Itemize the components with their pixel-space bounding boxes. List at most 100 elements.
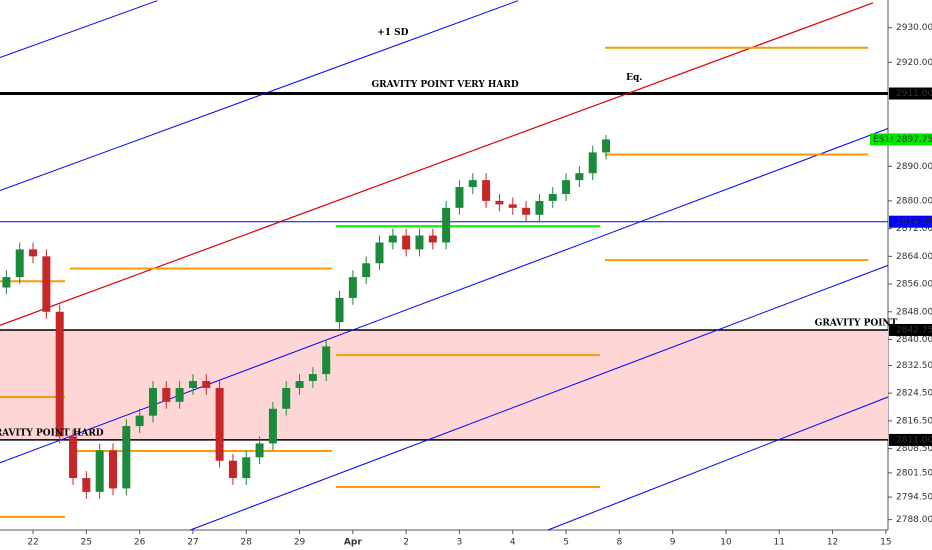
price-badge-label: 2897.75	[896, 135, 932, 145]
y-tick-label: 2824.50	[896, 389, 932, 399]
candle-body	[508, 204, 517, 208]
candle-body	[95, 450, 104, 492]
candle	[562, 173, 571, 201]
price-badge	[870, 133, 932, 146]
candle-body	[148, 387, 157, 416]
candle-body	[242, 457, 251, 479]
candle	[202, 374, 211, 395]
price-badge-tag: ES1!	[873, 135, 894, 145]
candle	[535, 193, 544, 222]
candle-body	[442, 207, 451, 243]
candle	[575, 166, 584, 188]
y-tick-label: 2832.50	[896, 361, 932, 371]
candle	[548, 187, 557, 208]
candle-body	[335, 297, 344, 323]
candle-body	[29, 249, 38, 257]
candle	[255, 436, 264, 465]
candle-body	[482, 180, 491, 201]
y-tick-label: 2890.00	[896, 162, 932, 172]
x-tick-label: 22	[27, 538, 38, 548]
drawn-line	[0, 0, 158, 58]
candle	[468, 173, 477, 194]
drawn-line	[0, 0, 519, 191]
annotation: GRAVITY POINT VERY HARD	[371, 80, 518, 90]
candle	[308, 367, 317, 388]
candle	[162, 381, 171, 409]
candle	[188, 374, 197, 395]
x-tick-label: 11	[774, 538, 785, 548]
candle-body	[468, 180, 477, 188]
y-tick-label: 2808.50	[896, 444, 932, 454]
candle-body	[202, 381, 211, 388]
drawn-line	[190, 264, 889, 531]
drawn-line	[0, 2, 874, 326]
candle	[82, 471, 91, 499]
candle-body	[162, 387, 171, 402]
candle-body	[108, 450, 117, 489]
x-tick-label: Apr	[344, 538, 362, 548]
price-badge-label: 2874.00	[896, 217, 932, 227]
candle-body	[495, 200, 504, 205]
candle-body	[15, 249, 24, 278]
candle	[508, 197, 517, 215]
candle-body	[322, 346, 331, 375]
candle-body	[215, 387, 224, 461]
x-tick-label: 27	[187, 538, 198, 548]
candle	[455, 180, 464, 215]
candle	[588, 145, 597, 181]
x-tick-label: 25	[81, 538, 92, 548]
x-tick-label: 28	[241, 538, 253, 548]
candle-body	[402, 235, 411, 250]
candle-body	[2, 277, 11, 288]
candle-body	[522, 207, 531, 215]
candle	[268, 401, 277, 451]
price-badge	[889, 215, 932, 228]
candle	[215, 381, 224, 468]
candle-body	[175, 387, 184, 402]
y-tick-label: 2840.00	[896, 335, 932, 345]
price-badge-label: 2811.00	[896, 435, 932, 445]
candle	[322, 339, 331, 382]
x-tick-label: 2	[403, 538, 409, 548]
x-tick-label: 5	[563, 538, 569, 548]
candle	[602, 135, 611, 160]
x-tick-label: 3	[457, 538, 463, 548]
candle	[495, 193, 504, 212]
x-tick-label: 15	[880, 538, 891, 548]
candle-body	[122, 426, 131, 489]
candle	[69, 429, 78, 485]
candle	[428, 228, 437, 250]
candle	[362, 256, 371, 285]
x-tick-label: 12	[827, 538, 838, 548]
x-tick-label: 29	[294, 538, 306, 548]
candle-body	[588, 152, 597, 174]
x-tick-label: 4	[510, 538, 516, 548]
candle-body	[602, 139, 611, 153]
y-tick-label: 2848.00	[896, 307, 932, 317]
y-tick-label: 2930.00	[896, 23, 932, 33]
price-badge-label: 2911.00	[896, 89, 932, 99]
annotation: Eq.	[626, 73, 642, 83]
candle-body	[388, 235, 397, 243]
zone	[0, 329, 888, 440]
candle-body	[42, 256, 51, 312]
candle	[228, 453, 237, 485]
candle	[348, 270, 357, 305]
candle	[15, 242, 24, 285]
candle	[282, 381, 291, 416]
candle	[295, 374, 304, 395]
candle	[415, 228, 424, 257]
candle	[442, 200, 451, 250]
candle	[108, 443, 117, 496]
candle	[175, 381, 184, 409]
candle	[522, 200, 531, 222]
candle-body	[575, 173, 584, 181]
candle	[55, 304, 64, 444]
candle-body	[375, 242, 384, 264]
drawn-line	[547, 396, 889, 531]
candle-body	[69, 436, 78, 479]
candle-body	[535, 200, 544, 215]
candle	[242, 450, 251, 485]
